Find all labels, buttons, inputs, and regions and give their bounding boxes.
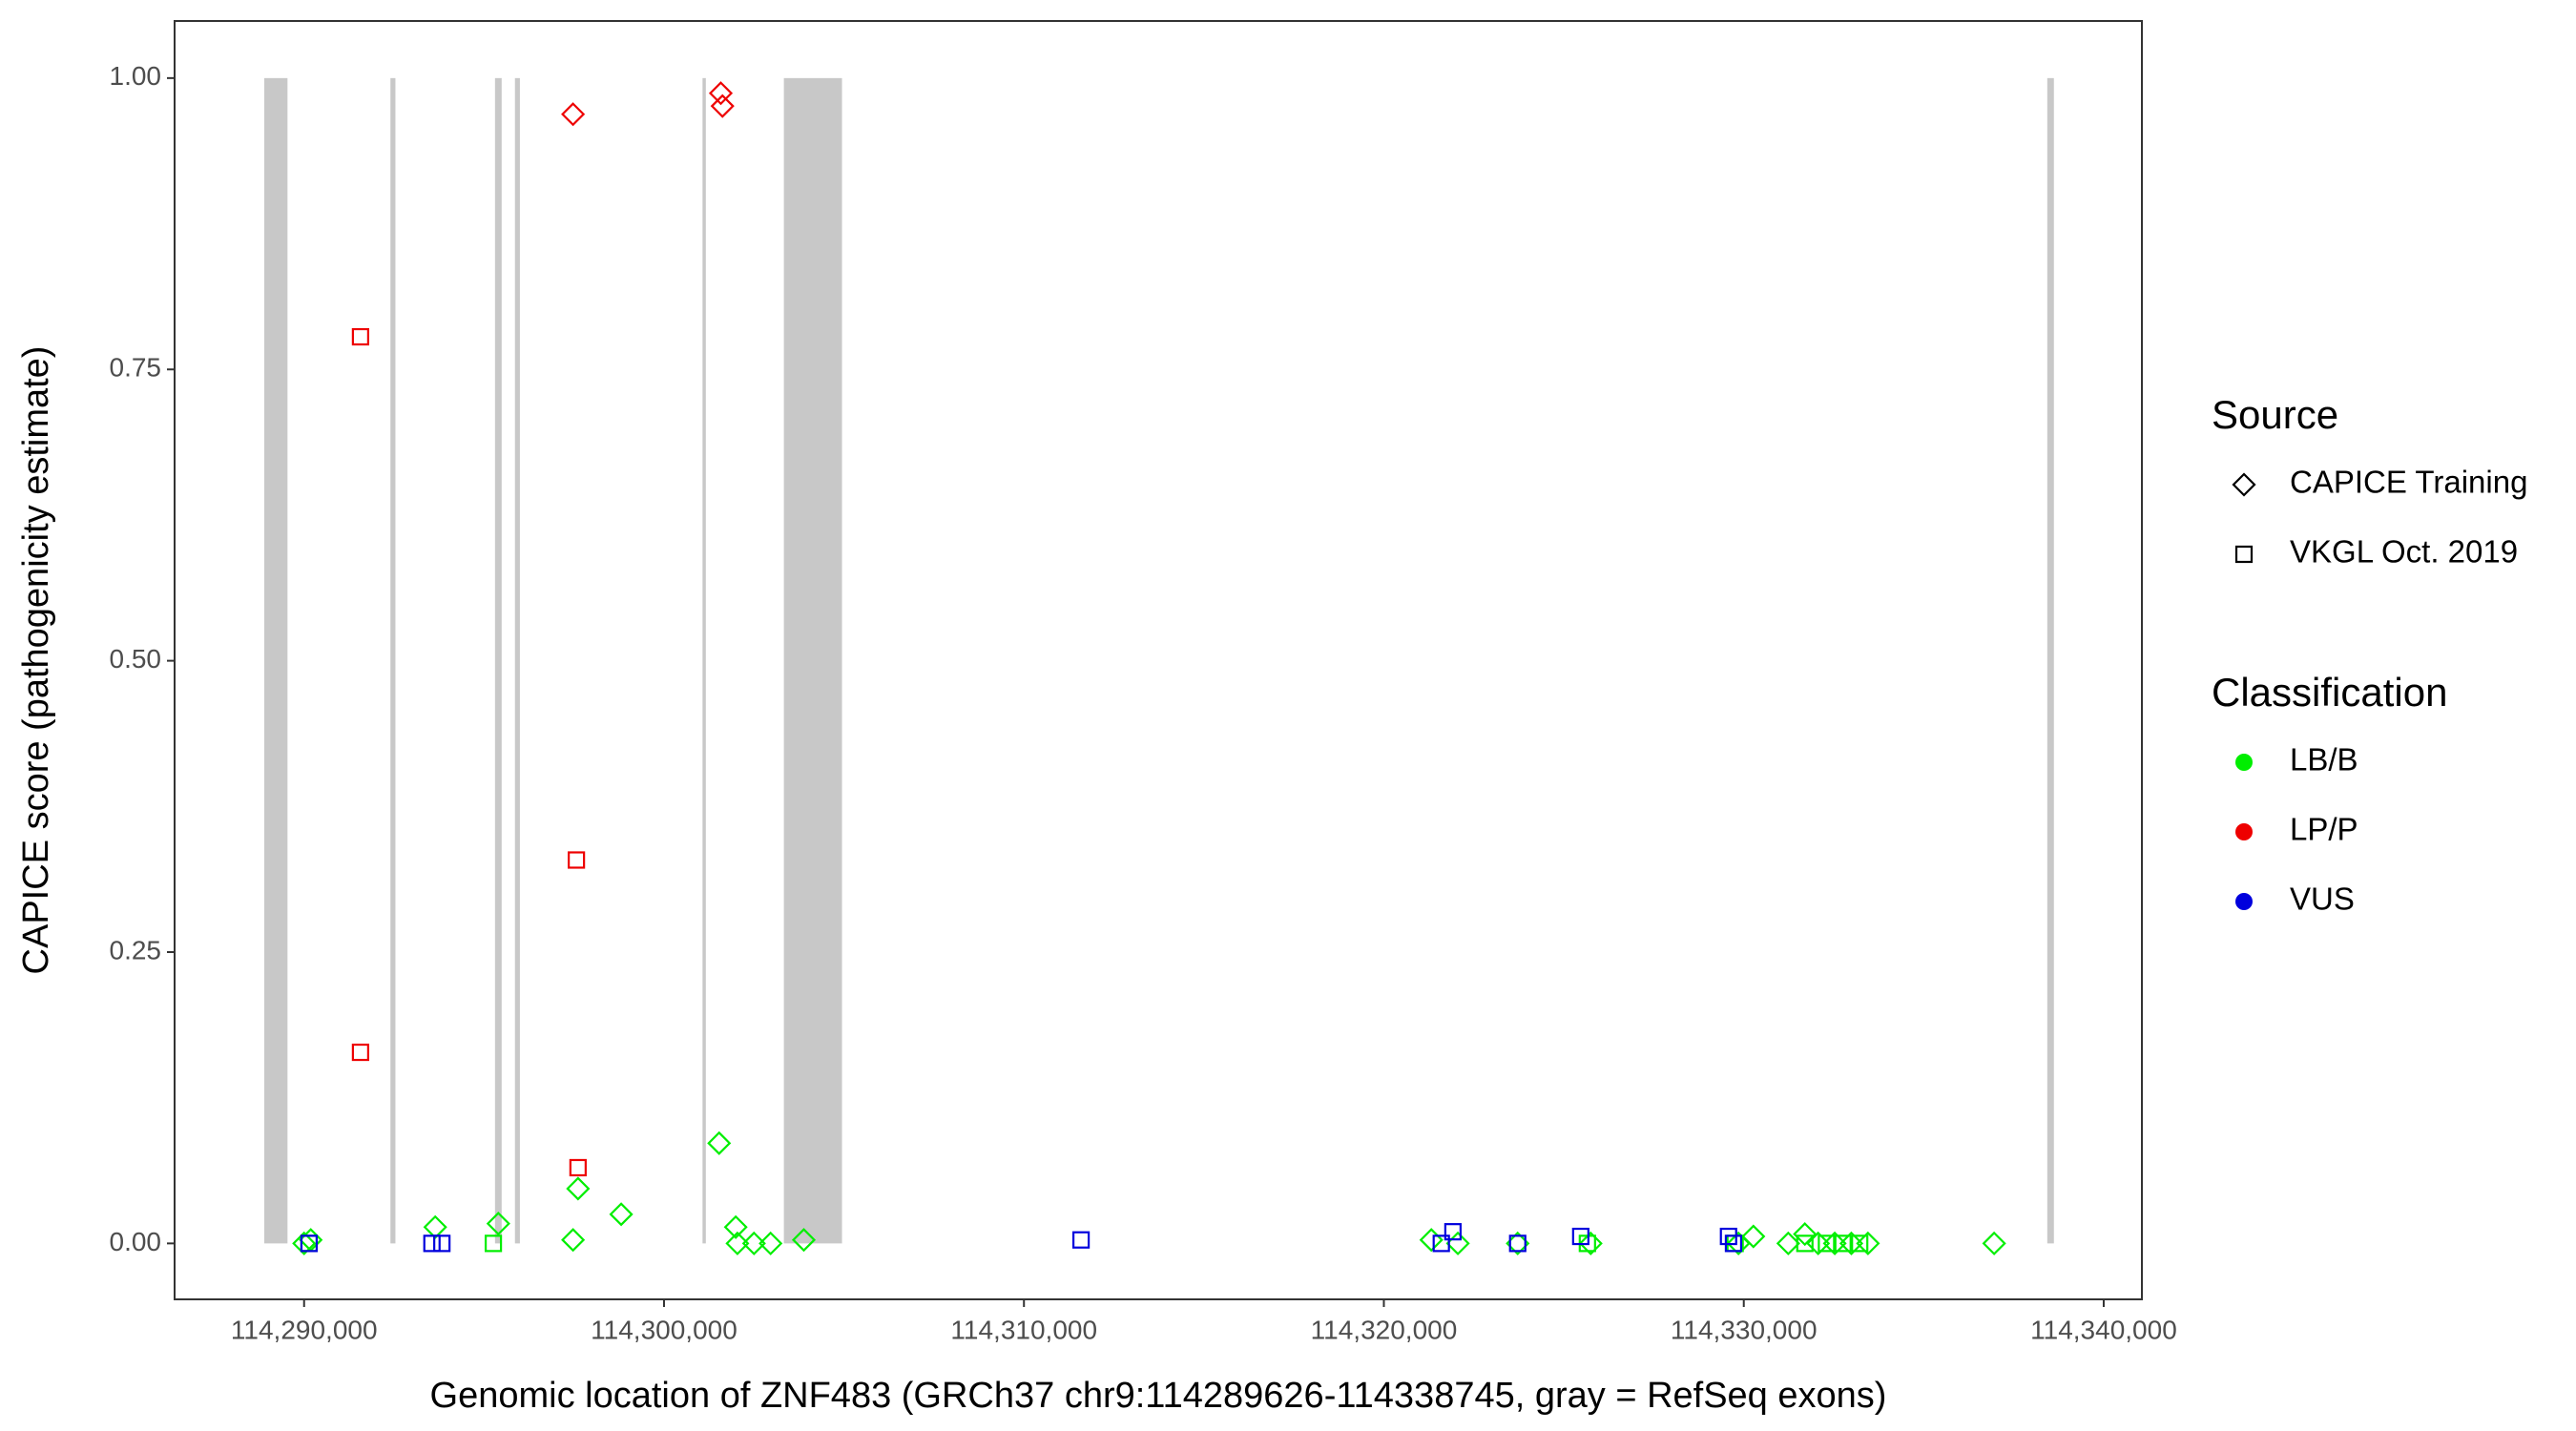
y-axis-title: CAPICE score (pathogenicity estimate) bbox=[16, 346, 56, 975]
data-point bbox=[351, 1043, 369, 1062]
data-point bbox=[1071, 1231, 1091, 1249]
data-point bbox=[1806, 1231, 1831, 1255]
data-point bbox=[568, 851, 586, 869]
y-tick-label: 0.25 bbox=[110, 935, 162, 964]
data-point bbox=[486, 1212, 510, 1236]
legend-symbol bbox=[2234, 545, 2254, 564]
y-tick-label: 0.75 bbox=[110, 353, 162, 383]
exon bbox=[494, 77, 502, 1244]
legend-title: Classification bbox=[2212, 670, 2447, 715]
data-point bbox=[710, 93, 735, 118]
data-point bbox=[561, 102, 586, 127]
exon bbox=[2046, 77, 2054, 1244]
data-point bbox=[1741, 1224, 1766, 1249]
x-axis-title: Genomic location of ZNF483 (GRCh37 chr9:… bbox=[430, 1376, 1887, 1416]
exon bbox=[390, 77, 396, 1244]
x-tick-label: 114,300,000 bbox=[591, 1315, 737, 1344]
data-point bbox=[609, 1202, 634, 1227]
legend-label: LP/P bbox=[2290, 812, 2358, 847]
data-point bbox=[1793, 1222, 1818, 1247]
data-point bbox=[1796, 1234, 1814, 1253]
legend-symbol bbox=[2235, 893, 2253, 910]
legend-label: CAPICE Training bbox=[2290, 465, 2527, 500]
legend-symbol bbox=[2232, 472, 2256, 497]
data-point bbox=[1851, 1234, 1869, 1253]
data-point bbox=[725, 1231, 750, 1255]
exon bbox=[514, 77, 520, 1244]
exon bbox=[263, 77, 288, 1244]
x-tick-label: 114,310,000 bbox=[950, 1315, 1097, 1344]
legend-label: VUS bbox=[2290, 881, 2355, 917]
legend-symbol bbox=[2235, 754, 2253, 771]
x-tick-label: 114,330,000 bbox=[1671, 1315, 1818, 1344]
data-point bbox=[1571, 1227, 1589, 1246]
data-point bbox=[484, 1234, 503, 1253]
legend-title: Source bbox=[2212, 392, 2338, 437]
data-point bbox=[1444, 1223, 1462, 1241]
exon bbox=[783, 77, 842, 1244]
data-point bbox=[561, 1228, 586, 1253]
data-point bbox=[1776, 1231, 1800, 1255]
data-point bbox=[423, 1234, 441, 1253]
x-tick-label: 114,290,000 bbox=[231, 1315, 378, 1344]
data-point bbox=[292, 1231, 317, 1255]
legend-symbol bbox=[2235, 823, 2253, 840]
y-tick-label: 0.50 bbox=[110, 644, 162, 674]
data-point bbox=[1508, 1234, 1527, 1253]
data-point bbox=[1822, 1231, 1847, 1255]
exon bbox=[702, 77, 706, 1244]
data-point bbox=[741, 1231, 766, 1255]
data-point bbox=[300, 1234, 319, 1253]
data-point bbox=[351, 327, 369, 346]
data-point bbox=[1856, 1231, 1880, 1255]
data-point bbox=[1724, 1234, 1743, 1253]
data-point bbox=[707, 1130, 732, 1155]
data-point bbox=[1818, 1234, 1836, 1253]
legend-label: VKGL Oct. 2019 bbox=[2290, 534, 2518, 570]
y-tick-label: 0.00 bbox=[110, 1227, 162, 1256]
plot-frame bbox=[174, 20, 2143, 1300]
data-point bbox=[1839, 1231, 1864, 1255]
x-tick-label: 114,320,000 bbox=[1311, 1315, 1458, 1344]
data-point bbox=[723, 1214, 748, 1239]
data-point bbox=[566, 1176, 591, 1201]
legend-label: LB/B bbox=[2290, 742, 2358, 778]
x-tick-label: 114,340,000 bbox=[2030, 1315, 2177, 1344]
data-point bbox=[1578, 1231, 1603, 1255]
data-point bbox=[1432, 1234, 1450, 1253]
data-point bbox=[758, 1231, 783, 1255]
y-tick-label: 1.00 bbox=[110, 61, 162, 91]
data-point bbox=[1982, 1231, 2006, 1255]
data-point bbox=[1834, 1234, 1852, 1253]
data-point bbox=[433, 1234, 451, 1253]
data-point bbox=[791, 1228, 817, 1253]
data-point bbox=[569, 1158, 587, 1177]
data-point bbox=[708, 81, 734, 106]
